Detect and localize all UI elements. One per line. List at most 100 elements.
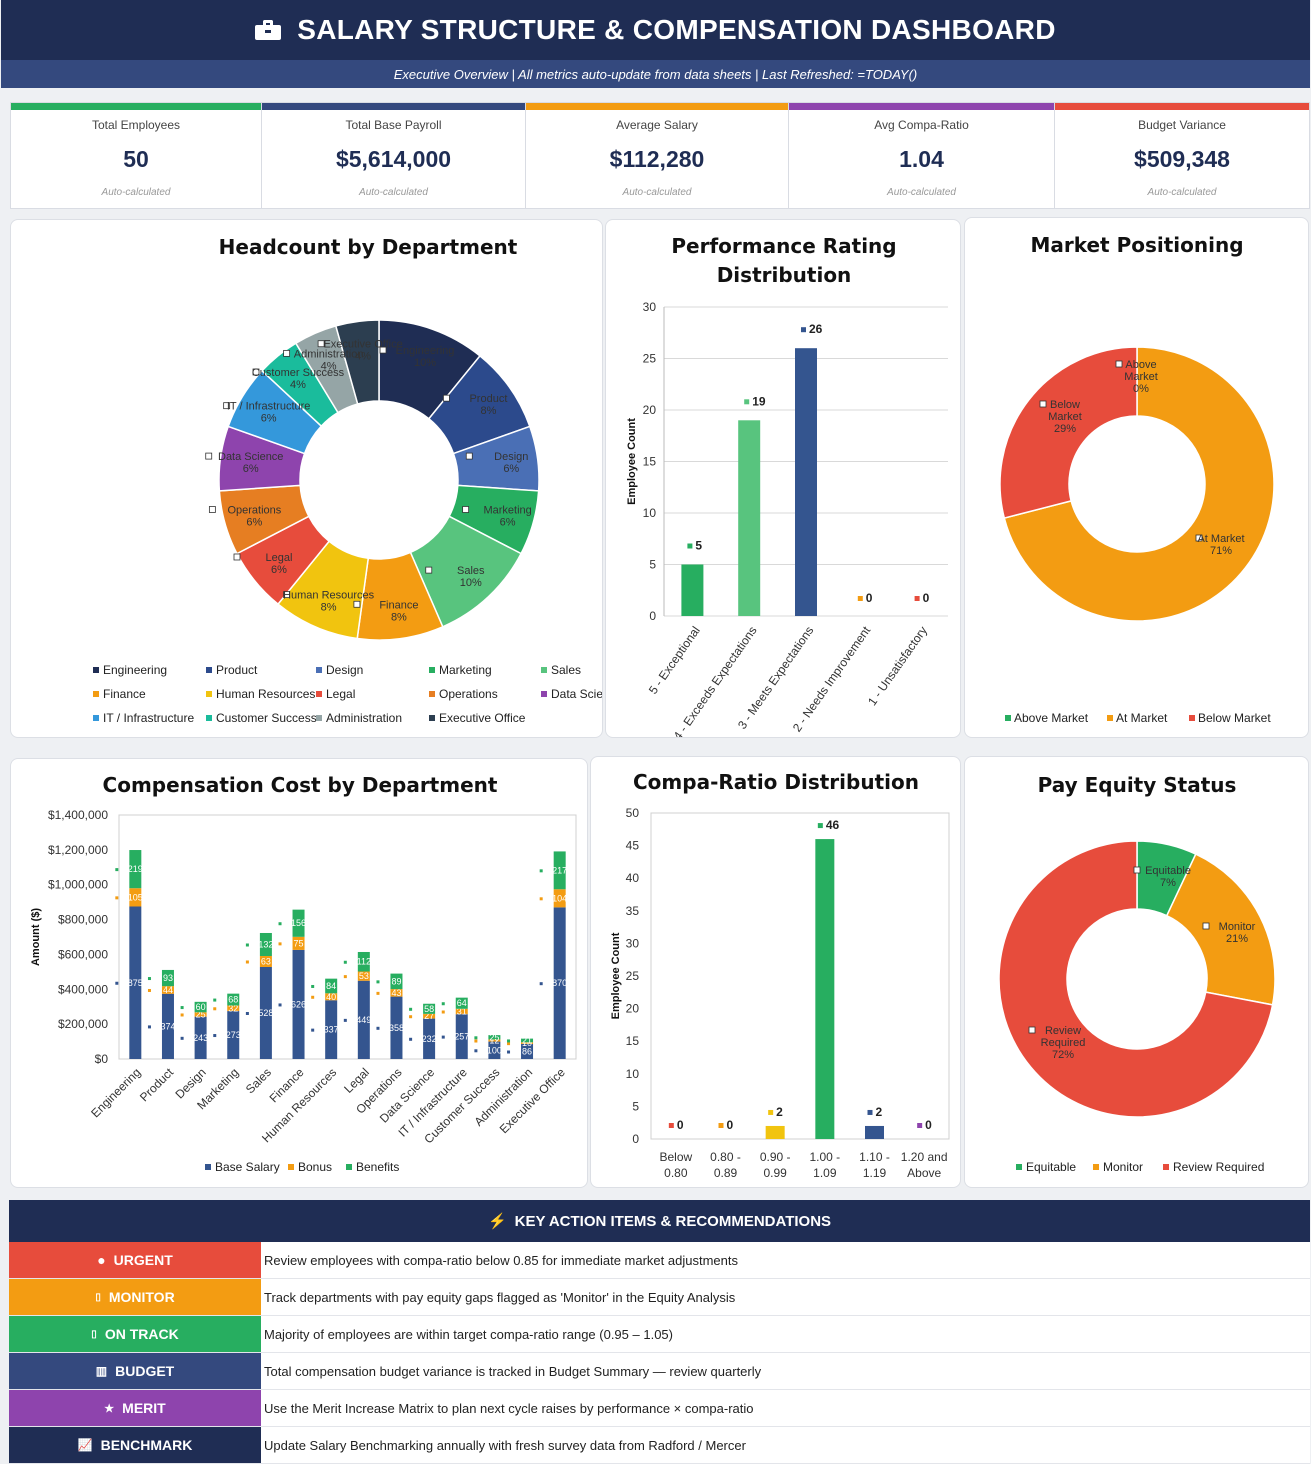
stacked-bar-segment xyxy=(357,971,370,981)
legend-label: Marketing xyxy=(439,663,492,677)
data-label-marker xyxy=(744,399,750,405)
kpi-note: Auto-calculated xyxy=(622,187,692,198)
slice-label: Market xyxy=(1124,371,1158,383)
segment-label-marker xyxy=(115,896,119,900)
slice-pct: 6% xyxy=(271,564,287,576)
segment-label: 32 xyxy=(228,1003,238,1013)
x-tick-label: Above xyxy=(907,1166,941,1180)
slice-pct: 4% xyxy=(290,379,306,391)
segment-label-marker xyxy=(278,922,282,926)
legend-label: Sales xyxy=(551,663,581,677)
stacked-bar-segment xyxy=(129,906,142,1059)
chart-title: Compensation Cost by Department xyxy=(103,773,498,797)
stacked-bar-segment xyxy=(488,1035,501,1040)
legend-swatch xyxy=(1016,1164,1022,1170)
segment-label-marker xyxy=(311,1028,315,1032)
legend-label: IT / Infrastructure xyxy=(103,711,194,725)
action-tag-label: BENCHMARK xyxy=(100,1437,193,1453)
slice-label: Data Science xyxy=(218,451,283,463)
stacked-bar-segment xyxy=(553,851,566,890)
kpi-card-average-salary: Average Salary $112,280 Auto-calculated xyxy=(526,103,789,208)
segment-label-marker xyxy=(245,943,249,947)
x-tick-label: 1.19 xyxy=(863,1166,887,1180)
stacked-bar-segment xyxy=(194,1012,207,1017)
action-tag: ▥ BUDGET xyxy=(9,1353,261,1389)
slice-pct: 8% xyxy=(391,611,407,623)
stacked-bar-segment xyxy=(194,1016,207,1059)
segment-label: 217 xyxy=(552,865,567,875)
stacked-bar-segment xyxy=(357,980,370,1059)
legend-swatch xyxy=(1107,715,1113,721)
equity-donut-chart: Pay Equity StatusEquitable7%Monitor21%Re… xyxy=(998,773,1276,1174)
slice-label: Administration xyxy=(294,348,364,360)
segment-label-marker xyxy=(213,998,217,1002)
segment-label: 12 xyxy=(489,1036,499,1046)
segment-label-marker xyxy=(278,942,282,946)
performance-chart-card: Performance Rating Distribution 0 5 10 15 20 25… xyxy=(605,219,961,738)
x-tick-label: 0.90 - xyxy=(760,1150,791,1164)
y-tick-label: 5 xyxy=(649,558,656,572)
square-icon: ▯ xyxy=(95,1291,101,1303)
bar xyxy=(681,564,704,616)
stacked-bar-segment xyxy=(357,951,370,972)
label-marker xyxy=(223,402,231,410)
slice-pct: 6% xyxy=(246,516,262,528)
comp-stacked-bar-chart: Compensation Cost by Department $0 $200,00… xyxy=(30,773,577,1174)
legend-swatch xyxy=(93,667,99,673)
legend-swatch xyxy=(1163,1164,1169,1170)
segment-label: 257 xyxy=(454,1032,469,1042)
kpi-value: $112,280 xyxy=(609,146,705,172)
kpi-card-compa-ratio: Avg Compa-Ratio 1.04 Auto-calculated xyxy=(789,103,1055,208)
kpi-note: Auto-calculated xyxy=(101,187,171,198)
action-items-title: KEY ACTION ITEMS & RECOMMENDATIONS xyxy=(514,1212,832,1230)
label-marker xyxy=(465,452,473,460)
segment-label: 25 xyxy=(196,1009,206,1019)
action-text: Update Salary Benchmarking annually with… xyxy=(264,1437,746,1453)
legend-label: Human Resources xyxy=(216,687,315,701)
legend-swatch xyxy=(429,715,435,721)
kpi-label: Avg Compa-Ratio xyxy=(874,118,969,132)
x-tick-label: 0.99 xyxy=(763,1166,787,1180)
segment-label-marker xyxy=(180,1036,184,1040)
circle-icon: ● xyxy=(97,1252,106,1268)
stacked-bar-segment xyxy=(455,1008,468,1015)
label-marker xyxy=(1202,922,1210,930)
y-tick-label: 15 xyxy=(643,455,657,469)
legend-label: Bonus xyxy=(298,1160,332,1174)
data-label: 0 xyxy=(866,591,873,605)
stacked-bar-segment xyxy=(521,1044,534,1059)
y-tick-label: 20 xyxy=(643,403,657,417)
legend-label: Executive Office xyxy=(439,711,526,725)
kpi-note: Auto-calculated xyxy=(887,187,956,198)
stacked-bar-segment xyxy=(161,993,174,1059)
segment-label-marker xyxy=(245,1011,249,1015)
slice-pct: 6% xyxy=(500,516,516,528)
stacked-bar-segment xyxy=(227,1005,240,1012)
chart-title: Headcount by Department xyxy=(219,235,518,259)
slice-pct: 4% xyxy=(355,351,371,363)
segment-label: 63 xyxy=(261,956,271,966)
action-tag-label: MERIT xyxy=(122,1400,166,1416)
y-tick-label: 0 xyxy=(632,1132,639,1146)
y-tick-label: 35 xyxy=(626,904,640,918)
segment-label-marker xyxy=(507,1042,511,1046)
segment-label: 104 xyxy=(552,893,567,903)
segment-label: 626 xyxy=(291,999,306,1009)
data-label-marker xyxy=(801,327,806,333)
action-items-header: ⚡ KEY ACTION ITEMS & RECOMMENDATIONS xyxy=(9,1200,1310,1242)
bar xyxy=(795,348,817,616)
trend-icon: 📈 xyxy=(77,1438,93,1452)
action-row-benchmark: 📈 BENCHMARK Update Salary Benchmarking a… xyxy=(9,1427,1310,1464)
stacked-bar-segment xyxy=(423,1013,436,1019)
segment-label-marker xyxy=(376,991,380,995)
slice-pct: 6% xyxy=(261,413,277,425)
slice-label: Below xyxy=(1050,399,1080,411)
action-tag: ▯ MONITOR xyxy=(9,1279,261,1315)
y-tick-label: 45 xyxy=(626,839,640,853)
action-tag-label: ON TRACK xyxy=(104,1326,179,1342)
legend-label: Above Market xyxy=(1014,711,1089,725)
action-text: Use the Merit Increase Matrix to plan ne… xyxy=(264,1400,754,1416)
slice-label: Operations xyxy=(227,504,281,516)
page-subtitle: Executive Overview | All metrics auto-up… xyxy=(1,60,1310,88)
segment-label: 132 xyxy=(258,939,273,949)
